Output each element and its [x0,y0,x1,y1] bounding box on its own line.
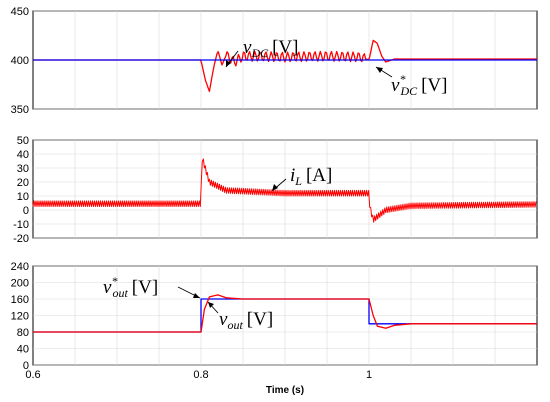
x-tick-label: 1 [366,369,372,381]
y-tick-label: -10 [13,219,29,231]
arrowhead-vout-ref [193,293,200,298]
series-v-out [33,294,537,333]
label-il: iL [A] [290,165,332,188]
x-tick-label: 0.6 [25,369,40,381]
arrowhead-vdc-ref [376,67,383,73]
y-tick-label: 30 [17,163,29,175]
label-vout: vout [V] [219,309,273,332]
panel-inductor-current: 50 40 30 20 10 0 -10 -20 iL [A] [13,135,538,245]
y-tick-label: 120 [11,311,29,323]
y-tick-label: 450 [11,6,29,18]
y-tick-label: 40 [17,149,29,161]
y-tick-label: 80 [17,327,29,339]
x-axis-label: Time (s) [266,385,304,396]
arrowhead-vout [208,302,214,308]
y-tick-label: 10 [17,191,29,203]
y-tick-label: 0 [23,205,29,217]
x-tick-label: 0.8 [193,369,208,381]
y-tick-label: 40 [17,344,29,356]
arrowhead-il [272,184,278,191]
y-tick-label: 240 [11,261,29,273]
label-vdc-ref: v* DC [V] [391,72,448,98]
panel-output-voltage: 240 200 160 120 80 40 00.6 0.8 1 v* out [V] vout [V… [11,261,538,396]
y-tick-label: 350 [11,104,29,116]
y-tick-label: 200 [11,278,29,290]
panel-dc-voltage: 450 400 350 vDC [V] v* DC [V] [11,6,538,116]
y-tick-label: 160 [11,294,29,306]
y-tick-label: 50 [17,135,29,147]
series-i-l [32,158,537,223]
y-tick-label: 0 [23,360,29,372]
label-vout-ref: v* out [V] [103,274,158,300]
y-tick-label: -20 [13,233,29,245]
y-tick-label: 400 [11,55,29,67]
y-tick-label: 20 [17,177,29,189]
arrowhead-vdc [226,60,231,67]
label-vdc: vDC [V] [243,37,299,60]
